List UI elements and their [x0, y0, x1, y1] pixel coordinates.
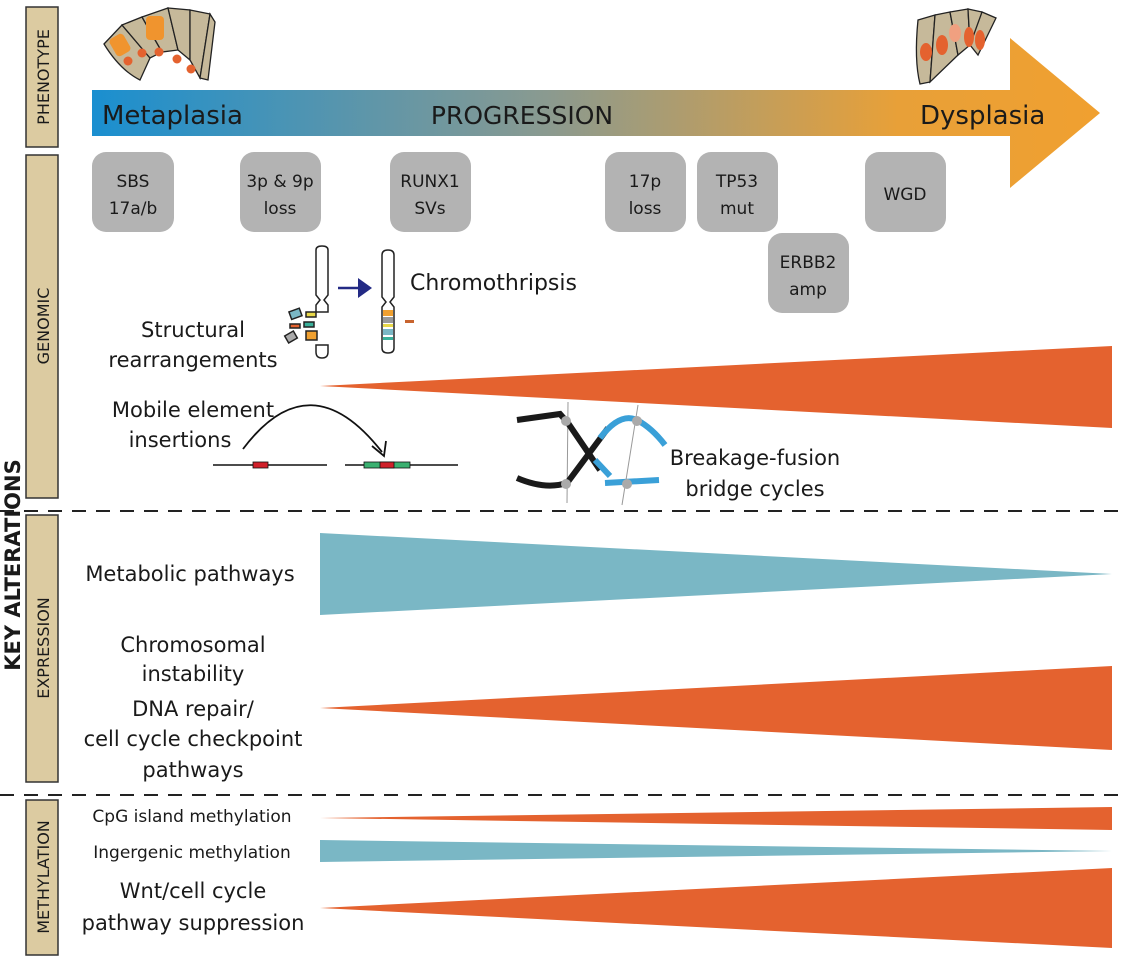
event-label: loss [629, 199, 662, 219]
cin-label: Chromosomal [120, 633, 265, 657]
metabolic-pathways-decrease-wedge [320, 533, 1112, 615]
event-box-runx1: RUNX1 SVs [390, 152, 471, 232]
expression-label-box: EXPRESSION [25, 514, 59, 783]
event-label: TP53 [715, 172, 758, 192]
phenotype-label: PHENOTYPE [34, 29, 53, 125]
chromothripsis-label: Chromothripsis [410, 271, 577, 296]
structural-rearrangements-label: rearrangements [108, 348, 277, 372]
bfb-label: bridge cycles [685, 477, 824, 501]
mobile-element-label: insertions [129, 428, 232, 452]
wnt-label: Wnt/cell cycle [120, 879, 266, 903]
metaplasia-cells-icon [103, 7, 216, 81]
event-label: loss [264, 199, 297, 219]
cpg-methylation-label: CpG island methylation [92, 807, 291, 827]
event-label: amp [789, 280, 827, 300]
structural-rearrangements-label: Structural [141, 318, 245, 342]
key-alterations-label: KEY ALTERATIONS [1, 459, 25, 670]
cpg-methylation-increase-wedge [320, 807, 1112, 830]
metabolic-pathways-label: Metabolic pathways [85, 562, 294, 586]
dysplasia-label: Dysplasia [920, 101, 1045, 131]
event-box-wgd: WGD [865, 152, 946, 232]
event-label: ERBB2 [780, 253, 837, 273]
progression-arrow [92, 38, 1100, 188]
cin-increase-wedge [320, 666, 1112, 750]
wnt-suppression-increase-wedge [320, 868, 1112, 948]
structural-rearrangements-increase-wedge [320, 346, 1112, 428]
metaplasia-label: Metaplasia [102, 101, 243, 131]
mobile-element-insertion-icon [213, 404, 458, 469]
event-label: WGD [883, 185, 926, 205]
event-label: SVs [414, 199, 445, 219]
expression-label: EXPRESSION [34, 597, 53, 699]
breakage-fusion-bridge-icon [515, 401, 668, 506]
cin-label: pathways [142, 758, 243, 782]
bfb-label: Breakage-fusion [670, 446, 841, 470]
mobile-element-label: Mobile element [112, 398, 274, 422]
intergenic-methylation-label: Ingergenic methylation [93, 843, 290, 863]
methylation-label-box: METHYLATION [25, 799, 59, 956]
intergenic-methylation-decrease-wedge [320, 840, 1112, 862]
event-label: 17a/b [109, 199, 158, 219]
event-box-erbb2: ERBB2 amp [768, 233, 849, 313]
cin-label: instability [142, 662, 245, 686]
cin-label: cell cycle checkpoint [84, 727, 303, 751]
event-box-3p9p: 3p & 9p loss [240, 152, 321, 232]
event-label: mut [720, 199, 754, 219]
event-label: SBS [117, 172, 150, 192]
event-box-17p: 17p loss [605, 152, 686, 232]
methylation-label: METHYLATION [34, 820, 53, 934]
event-box-tp53: TP53 mut [697, 152, 778, 232]
genomic-label: GENOMIC [34, 288, 53, 365]
event-label: 3p & 9p [246, 172, 313, 192]
phenotype-label-box: PHENOTYPE [25, 6, 59, 148]
dysplasia-cells-icon [915, 8, 997, 85]
event-label: 17p [629, 172, 661, 192]
chromothripsis-icon [283, 245, 414, 359]
wnt-label: pathway suppression [82, 911, 305, 935]
event-box-sbs: SBS 17a/b [92, 152, 174, 232]
event-label: RUNX1 [400, 172, 459, 192]
cin-label: DNA repair/ [132, 697, 255, 721]
progression-label: PROGRESSION [431, 101, 613, 130]
genomic-label-box: GENOMIC [25, 154, 59, 499]
